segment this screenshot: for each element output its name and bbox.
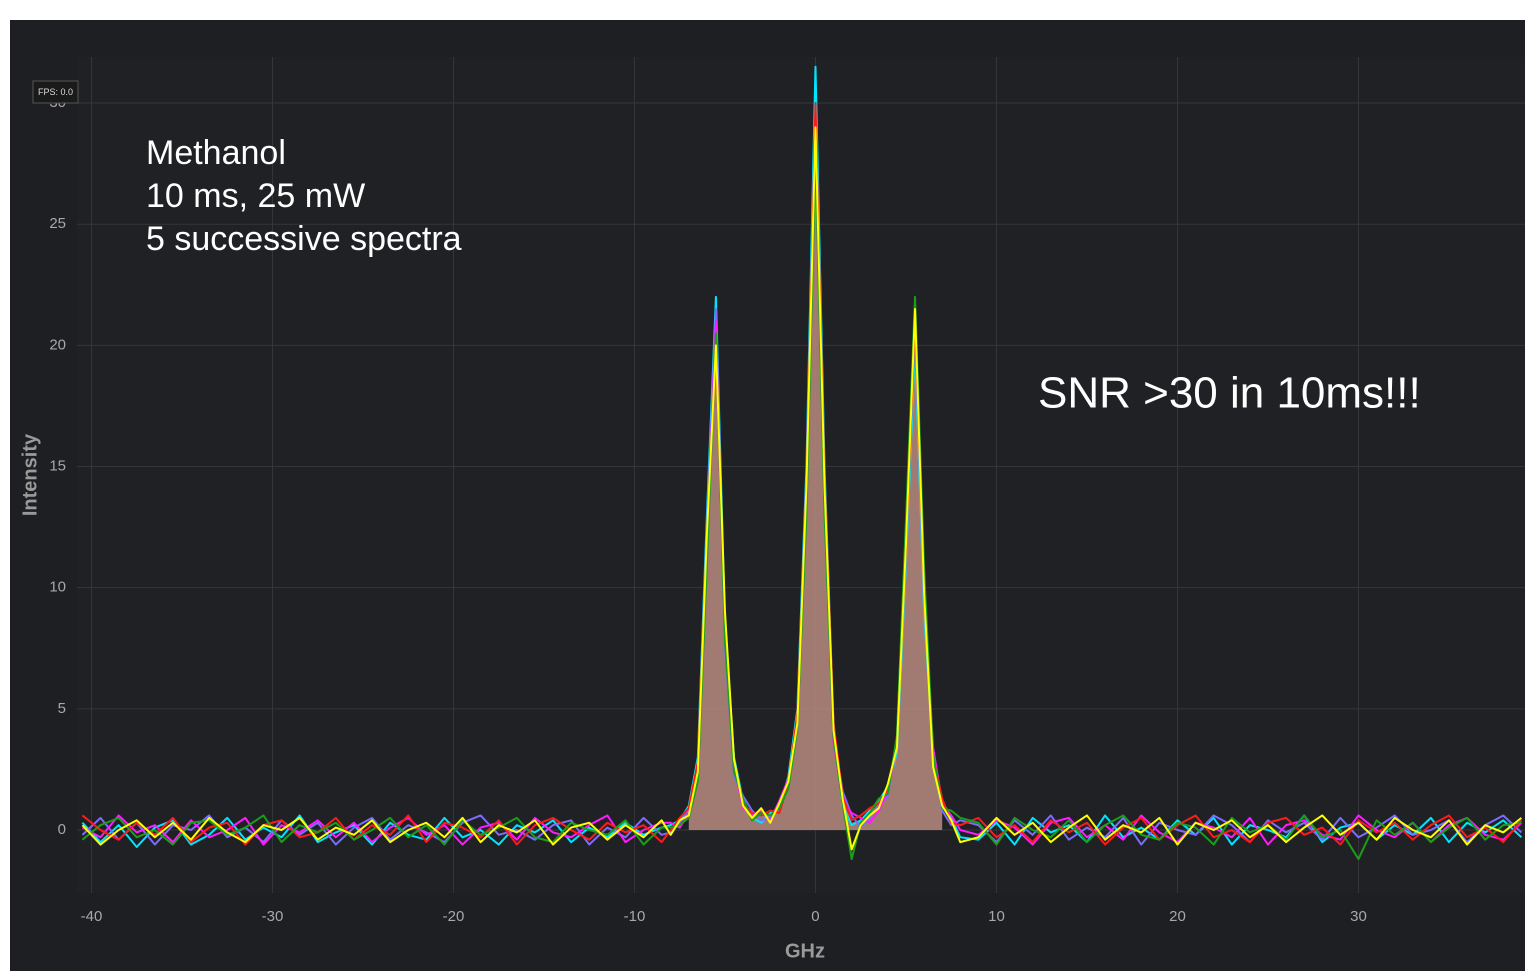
x-tick-label: -10 — [624, 908, 646, 925]
series-line — [81, 126, 1523, 851]
annotation: 5 successive spectra — [146, 220, 462, 258]
y-tick-label: 20 — [49, 336, 66, 353]
annotation: Methanol — [146, 134, 286, 172]
y-tick-label: 10 — [49, 579, 66, 596]
area — [688, 115, 943, 830]
x-axis-label: GHz — [785, 940, 825, 962]
y-tick-label: 0 — [58, 821, 66, 838]
fps-label: FPS: 0.0 — [38, 87, 73, 97]
x-tick-label: -20 — [443, 908, 465, 925]
annotation: SNR >30 in 10ms!!! — [1038, 369, 1421, 418]
x-tick-label: 10 — [988, 908, 1005, 925]
x-tick-label: -30 — [262, 908, 284, 925]
marks — [81, 65, 1523, 861]
x-tick-label: 30 — [1350, 908, 1367, 925]
y-tick-label: 15 — [49, 457, 66, 474]
y-tick-label: 25 — [49, 215, 66, 232]
y-axis-label: Intensity — [19, 433, 41, 516]
fps-box — [32, 80, 79, 104]
y-tick-label: 5 — [58, 700, 66, 717]
series-line — [81, 150, 1522, 861]
x-tick-label: 20 — [1169, 908, 1186, 925]
annotation: 10 ms, 25 mW — [146, 177, 365, 215]
x-tick-label: 0 — [811, 908, 819, 925]
x-tick-label: -40 — [81, 908, 103, 925]
